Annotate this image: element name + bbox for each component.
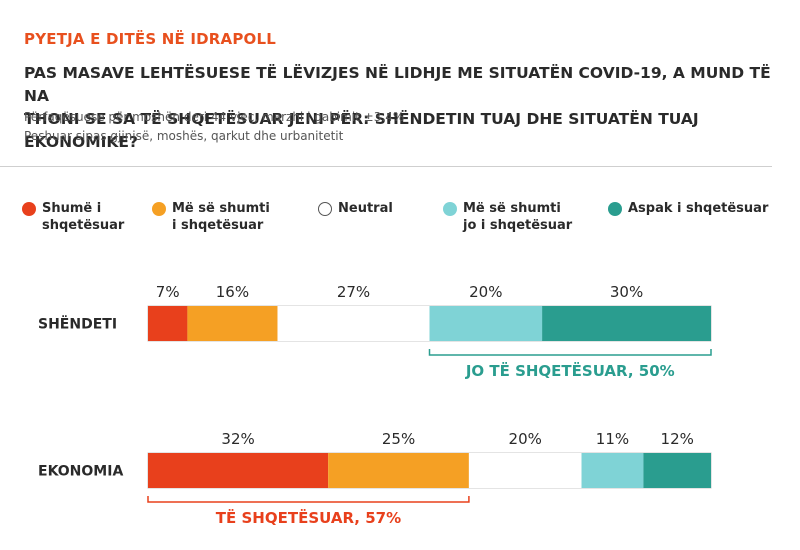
data-label: 16% [216,283,249,301]
divider [0,166,772,167]
data-label: 32% [221,430,254,448]
weighting-note: Peshuar sipas gjinisë, moshës, qarkut dh… [24,129,344,143]
annotation-label: TË SHQETËSUAR, 57% [216,508,401,527]
legend-item-neutral: Neutral [318,200,393,217]
question-title: PAS MASAVE LEHTËSUESE TË LËVIZJES NË LID… [24,62,784,154]
legend-item-very-worried: Shumë i shqetësuar [22,200,124,234]
data-label: 20% [469,283,502,301]
annotation-label: JO TË SHQETËSUAR, 50% [465,361,675,380]
bar-segment [277,306,430,341]
legend-item-mostly-not-worried: Më së shumti jo i shqetësuar [443,200,572,234]
legend-label: Shumë i shqetësuar [42,201,125,233]
bar-segment [468,453,582,488]
legend-swatch [318,202,332,216]
legend-label: Neutral [338,201,393,216]
legend-label: Më së shumti i shqetësuar [172,201,270,233]
question-line-2: THONI SE SA TË SHQETËSUAR JENI PËR: SHËN… [24,110,699,151]
bar-segment [328,453,469,488]
methodology-note: Përfaqësuese për moshën deri 44 vjeç, ma… [24,110,405,124]
legend-swatch [22,202,36,216]
bar-segment [429,306,543,341]
bar-segment [643,453,711,488]
category-label: SHËNDETI [38,316,117,333]
bar-segment [581,453,644,488]
bar-segment [187,306,278,341]
data-label: 12% [661,430,694,448]
data-label: 11% [596,430,629,448]
legend-swatch [608,202,622,216]
data-label: 27% [337,283,370,301]
legend-swatch [443,202,457,216]
kicker-title: PYETJA E DITËS NË IDRAPOLL [24,30,277,48]
data-label: 25% [382,430,415,448]
legend-item-mostly-worried: Më së shumti i shqetësuar [152,200,270,234]
legend-item-not-worried: Aspak i shqetësuar [608,200,768,217]
annotation-bracket [428,349,712,356]
annotation-bracket [147,496,470,503]
data-label: 20% [509,430,542,448]
bar-segment [542,306,711,341]
legend-swatch [152,202,166,216]
bar-segment [148,306,188,341]
data-label: 30% [610,283,643,301]
bar-segment [148,453,329,488]
category-label: EKONOMIA [38,464,123,480]
question-line-1: PAS MASAVE LEHTËSUESE TË LËVIZJES NË LID… [24,64,771,105]
legend-label: Më së shumti jo i shqetësuar [463,201,573,233]
data-label: 7% [156,283,180,301]
legend-label: Aspak i shqetësuar [628,201,769,216]
